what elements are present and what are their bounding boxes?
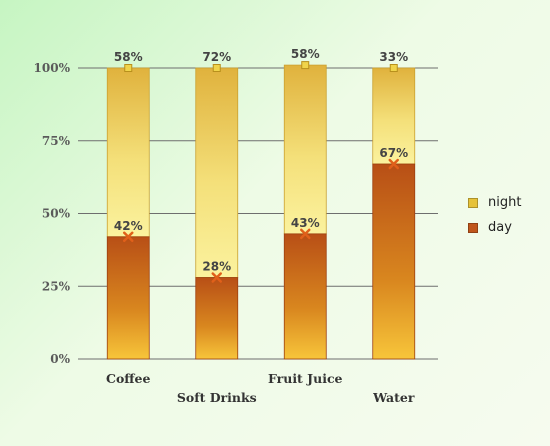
- legend-label-day: day: [488, 220, 512, 235]
- x-category-label: Soft Drinks: [177, 390, 257, 405]
- data-labels: 58% 42% 72% 28% 58% 43% 33% 67%: [114, 47, 408, 273]
- y-axis: 0% 25% 50% 75% 100%: [34, 61, 84, 366]
- x-axis: Coffee Soft Drinks Fruit Juice Water: [106, 371, 415, 405]
- bar-day-water[interactable]: [372, 163, 416, 360]
- data-label-day: 67%: [379, 146, 408, 160]
- marker-night: [212, 64, 221, 72]
- bar-night-water[interactable]: [372, 67, 416, 165]
- y-tick-label: 100%: [34, 61, 71, 75]
- marker-night: [124, 64, 133, 72]
- marker-night: [301, 61, 310, 70]
- bar-day-fruit-juice[interactable]: [283, 233, 327, 360]
- x-category-label: Coffee: [106, 371, 150, 386]
- bars: [106, 64, 416, 360]
- data-label-day: 28%: [202, 260, 231, 274]
- bar-day-soft-drinks[interactable]: [195, 277, 239, 360]
- data-label-day: 43%: [291, 216, 320, 230]
- y-tick-label: 75%: [42, 134, 71, 148]
- legend: night day: [468, 190, 521, 240]
- data-label-night: 33%: [379, 50, 408, 64]
- y-tick-label: 0%: [50, 352, 70, 366]
- bar-night-soft-drinks[interactable]: [195, 67, 239, 278]
- data-label-night: 58%: [114, 50, 143, 64]
- data-label-night: 58%: [291, 47, 320, 61]
- marker-day: [388, 158, 399, 170]
- marker-night: [389, 64, 398, 72]
- data-label-night: 72%: [202, 50, 231, 64]
- data-label-day: 42%: [114, 219, 143, 233]
- y-tick-label: 50%: [42, 207, 71, 221]
- x-category-label: Water: [372, 390, 415, 405]
- legend-item-day[interactable]: day: [468, 215, 521, 240]
- legend-label-night: night: [488, 195, 522, 210]
- bar-night-fruit-juice[interactable]: [283, 64, 327, 235]
- legend-swatch-day: [468, 222, 478, 233]
- marker-day: [300, 228, 311, 240]
- marker-day: [123, 231, 134, 243]
- y-tick-label: 25%: [42, 279, 71, 293]
- bar-night-coffee[interactable]: [106, 67, 150, 238]
- x-category-label: Fruit Juice: [268, 371, 343, 386]
- bar-day-coffee[interactable]: [106, 236, 150, 360]
- markers: [123, 61, 399, 283]
- marker-day: [211, 272, 222, 283]
- legend-item-night[interactable]: night: [468, 190, 521, 215]
- legend-swatch-night: [468, 197, 478, 208]
